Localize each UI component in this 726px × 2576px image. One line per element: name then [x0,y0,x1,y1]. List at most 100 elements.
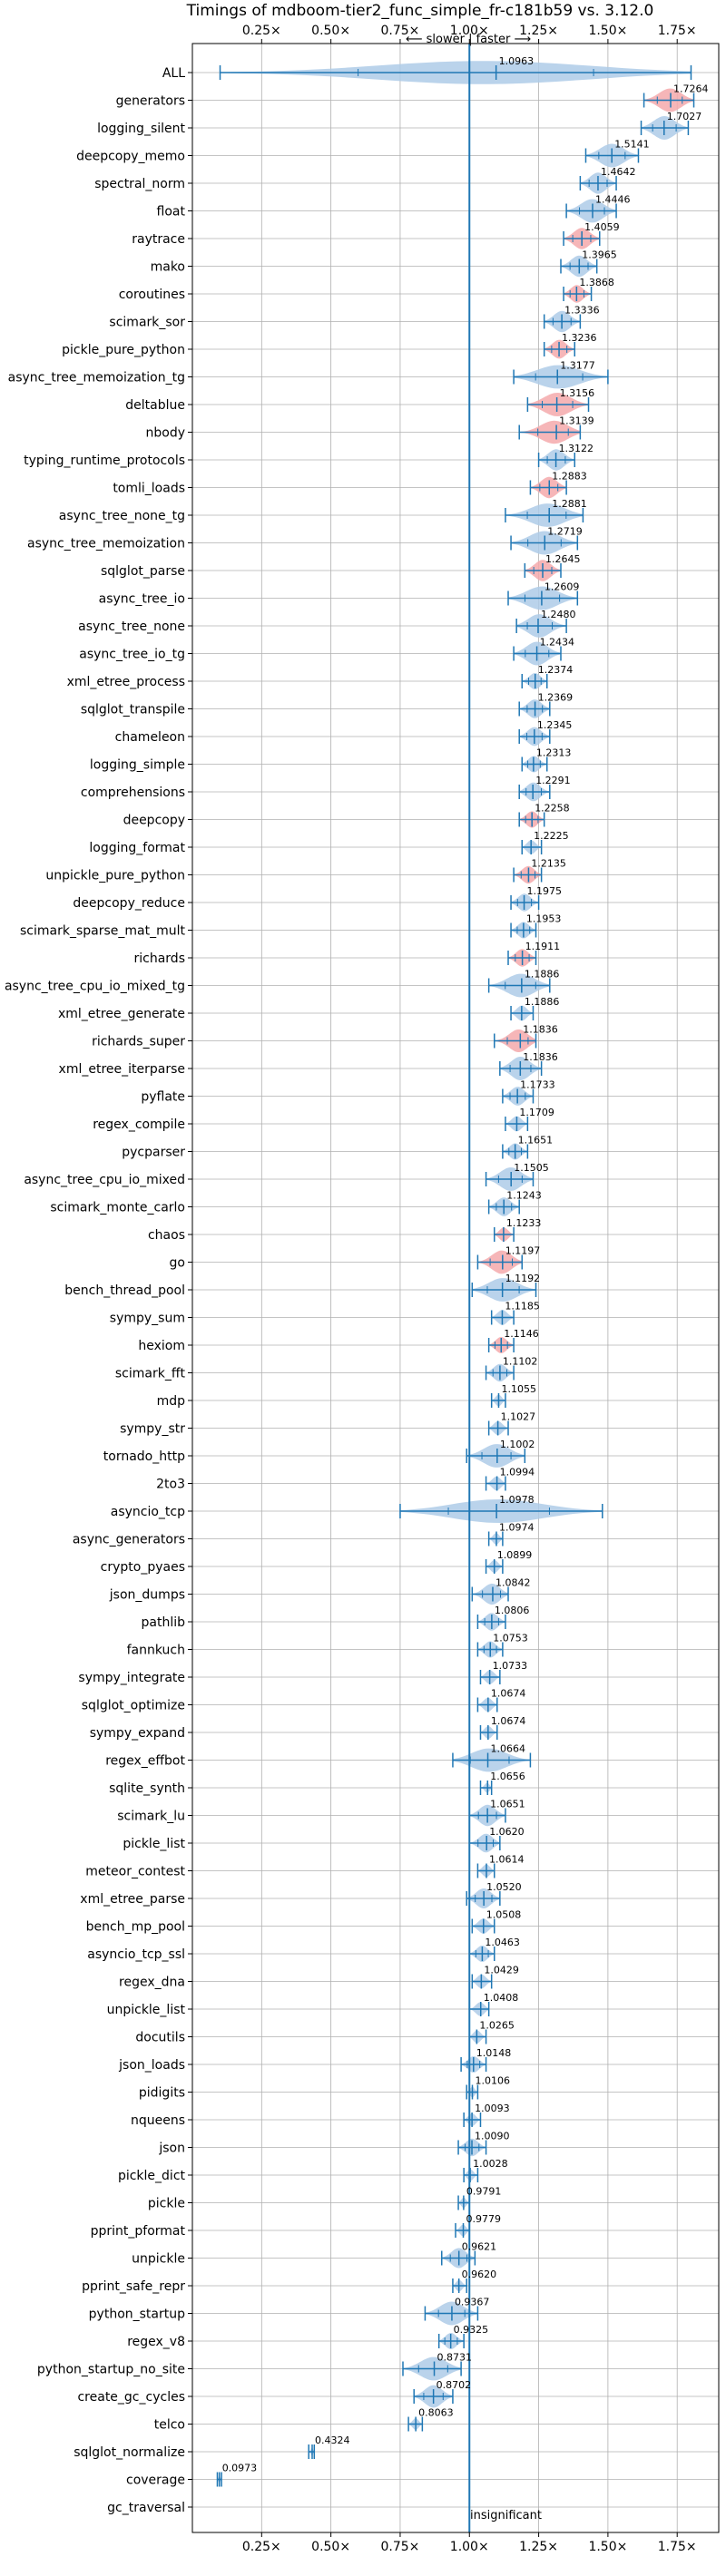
category-label: logging_format [89,841,185,855]
value-label: 1.0265 [479,2020,515,2032]
value-label: 1.2374 [538,664,574,676]
x-tick-label-bottom: 0.75× [380,2540,419,2554]
violins [217,61,694,2483]
x-tick-label-bottom: 1.25× [519,2540,558,2554]
value-label: 1.3868 [579,277,614,288]
y-axis-categories: ALL generators logging_silent deepcopy_memo… [5,66,192,2515]
value-label: 1.1953 [526,913,562,925]
category-label: richards [134,951,186,966]
category-label: meteor_contest [85,1865,185,1879]
category-label: unpickle_pure_python [45,869,185,883]
value-label: 1.1243 [506,1190,542,1202]
value-label: 1.0620 [489,1826,525,1838]
value-label: 1.1836 [523,1051,558,1063]
category-label: xml_etree_iterparse [59,1062,185,1077]
value-label: 1.0656 [490,1771,525,1782]
value-label: 0.4324 [315,2435,350,2446]
category-label: xml_etree_generate [58,1007,185,1021]
value-label: 1.1002 [500,1439,535,1450]
plot-frame [191,43,720,2533]
category-label: logging_simple [90,758,185,773]
value-label: 1.0974 [499,1522,535,1534]
value-label: 1.0408 [484,1992,519,2004]
category-label: sympy_expand [90,1726,185,1741]
category-label: async_tree_none [78,620,185,634]
value-label: 0.9621 [462,2241,497,2253]
value-label: 1.1192 [505,1273,541,1284]
category-label: scimark_sor [109,316,185,330]
x-tick-label-bottom: 0.25× [242,2540,281,2554]
category-label: sqlglot_transpile [81,703,185,717]
value-label: 1.2883 [552,471,587,483]
value-label: 1.0664 [491,1743,526,1755]
value-label: 0.9791 [466,2186,502,2198]
category-label: regex_dna [119,1976,185,1990]
value-label: 0.8063 [418,2407,454,2419]
value-label: 1.1975 [527,885,563,897]
value-label: 0.9367 [455,2297,490,2308]
value-label: 0.8731 [437,2352,473,2364]
whiskers [216,65,695,2487]
category-label: json_loads [118,2058,185,2073]
value-label: 1.0963 [499,55,535,67]
value-label: 1.1886 [525,969,560,981]
category-label: scimark_fft [115,1367,186,1381]
x-axis-bottom: 0.25× 0.50× 0.75× 1.00× 1.25× 1.50× 1.75× [242,2532,697,2554]
value-label: 1.1102 [503,1356,538,1368]
x-tick-label-top: 0.50× [311,24,350,38]
category-label: coverage [126,2474,185,2488]
category-label: async_tree_io_tg [79,648,185,662]
category-label: async_tree_memoization_tg [8,371,185,385]
value-label: 1.1709 [519,1107,554,1118]
value-label: 1.0463 [485,1937,520,1948]
value-label: 1.0842 [495,1577,531,1589]
category-label: xml_etree_parse [80,1892,185,1907]
category-label: regex_v8 [127,2335,185,2349]
category-label: telco [154,2418,185,2433]
category-label: scimark_lu [117,1810,185,1824]
category-label: float [157,205,186,220]
category-label: tomli_loads [113,482,185,496]
category-label: deepcopy_memo [76,150,185,164]
category-label: hexiom [138,1339,185,1353]
category-label: raytrace [132,232,185,247]
value-label: 1.1055 [501,1383,536,1395]
category-label: xml_etree_process [67,675,185,689]
x-tick-label-top: 1.25× [519,24,558,38]
category-label: typing_runtime_protocols [24,454,185,468]
category-label: bench_thread_pool [64,1283,185,1298]
category-label: async_tree_none_tg [59,509,185,523]
value-label: 1.1197 [505,1245,541,1257]
value-label: 1.0674 [491,1715,526,1727]
category-label: pprint_safe_repr [82,2279,185,2294]
category-label: logging_silent [97,122,185,136]
value-label: 1.3156 [560,387,595,399]
value-label: 1.1836 [523,1024,558,1036]
value-label: 1.1886 [525,996,560,1008]
value-label: 1.2881 [552,498,587,510]
x-tick-label-top: 1.75× [658,24,697,38]
value-label: 1.0753 [493,1633,528,1644]
value-label: 1.3336 [564,305,600,317]
value-label: 1.1505 [514,1162,549,1174]
value-label: 1.0106 [475,2075,510,2087]
category-label: sympy_integrate [78,1671,185,1685]
value-label: 1.0978 [499,1494,535,1506]
x-tick-label-bottom: 0.50× [311,2540,350,2554]
value-label: 0.9620 [462,2269,497,2280]
value-label: 1.4642 [601,166,636,178]
category-label: json [158,2142,185,2156]
x-tick-label-top: 0.75× [380,24,419,38]
value-label: 1.4446 [595,194,631,206]
gridlines [192,44,719,2532]
value-label: 1.3965 [582,249,617,261]
category-label: unpickle [132,2252,185,2267]
category-label: async_tree_io [99,592,185,607]
value-label: 1.2291 [535,775,571,786]
category-label: pycparser [122,1146,185,1160]
category-label: python_startup [89,2308,185,2322]
category-label: async_tree_cpu_io_mixed_tg [5,980,185,994]
value-label: 1.0520 [486,1881,522,1893]
category-label: scimark_sparse_mat_mult [20,924,185,939]
category-label: pidigits [139,2086,185,2101]
